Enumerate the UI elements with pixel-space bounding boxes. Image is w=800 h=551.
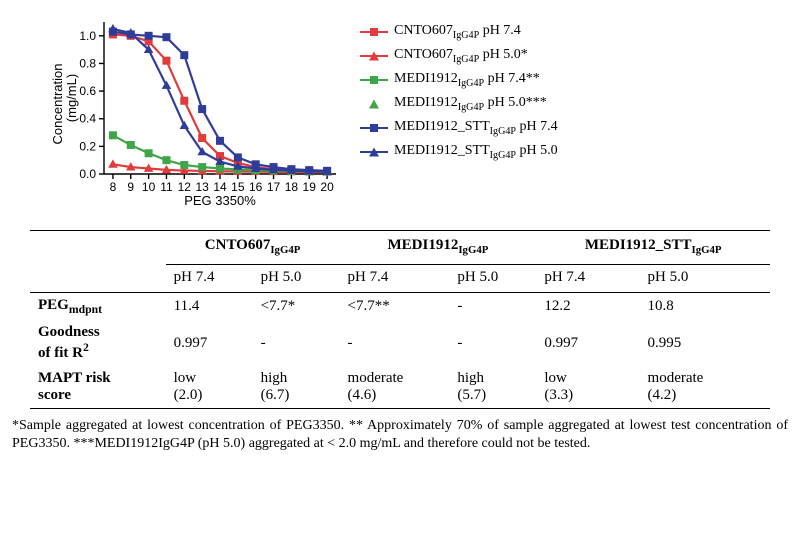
table-cell: high(6.7) <box>253 366 340 409</box>
col-sub-header: pH 7.4 <box>536 265 639 293</box>
legend-item: MEDI1912_STTIgG4P pH 5.0 <box>360 140 558 164</box>
table-row: Goodnessof fit R20.997---0.9970.995 <box>30 320 770 366</box>
svg-text:Concentration(mg/mL): Concentration(mg/mL) <box>52 64 79 145</box>
table-cell: 12.2 <box>536 293 639 321</box>
table-cell: low(2.0) <box>166 366 253 409</box>
col-sub-header: pH 7.4 <box>340 265 450 293</box>
svg-text:0.6: 0.6 <box>79 84 96 98</box>
table-row: MAPT riskscorelow(2.0)high(6.7)moderate(… <box>30 366 770 409</box>
table-cell: - <box>253 320 340 366</box>
table-cell: <7.7* <box>253 293 340 321</box>
table-cell: low(3.3) <box>536 366 639 409</box>
svg-text:13: 13 <box>195 180 209 194</box>
legend-label: MEDI1912_STTIgG4P pH 7.4 <box>394 116 558 140</box>
legend-label: MEDI1912IgG4P pH 7.4** <box>394 68 540 92</box>
legend-item: MEDI1912IgG4P pH 5.0*** <box>360 92 558 116</box>
svg-text:10: 10 <box>142 180 156 194</box>
col-sub-header: pH 7.4 <box>166 265 253 293</box>
col-group-header: MEDI1912IgG4P <box>340 231 537 265</box>
svg-text:0.2: 0.2 <box>79 139 96 153</box>
svg-text:12: 12 <box>178 180 192 194</box>
svg-text:0.8: 0.8 <box>79 56 96 70</box>
table-cell: moderate(4.6) <box>340 366 450 409</box>
table-cell: moderate(4.2) <box>640 366 770 409</box>
table-cell: - <box>340 320 450 366</box>
svg-text:0.4: 0.4 <box>79 112 96 126</box>
svg-text:0.0: 0.0 <box>79 167 96 181</box>
svg-text:17: 17 <box>267 180 281 194</box>
svg-text:20: 20 <box>320 180 334 194</box>
table-cell: 11.4 <box>166 293 253 321</box>
table-cell: - <box>449 293 536 321</box>
legend-item: CNTO607IgG4P pH 5.0* <box>360 44 558 68</box>
row-label: MAPT riskscore <box>30 366 166 409</box>
table-cell: <7.7** <box>340 293 450 321</box>
legend-label: CNTO607IgG4P pH 5.0* <box>394 44 528 68</box>
svg-text:PEG 3350%: PEG 3350% <box>184 193 256 207</box>
legend-item: MEDI1912IgG4P pH 7.4** <box>360 68 558 92</box>
svg-text:11: 11 <box>160 180 173 194</box>
svg-text:9: 9 <box>127 180 134 194</box>
table-cell: - <box>449 320 536 366</box>
col-sub-header: pH 5.0 <box>253 265 340 293</box>
table-cell: 10.8 <box>640 293 770 321</box>
col-group-header: MEDI1912_STTIgG4P <box>536 231 770 265</box>
legend-item: MEDI1912_STTIgG4P pH 7.4 <box>360 116 558 140</box>
svg-text:18: 18 <box>285 180 299 194</box>
table-cell: high(5.7) <box>449 366 536 409</box>
legend-label: CNTO607IgG4P pH 7.4 <box>394 20 521 44</box>
svg-text:16: 16 <box>249 180 263 194</box>
svg-text:14: 14 <box>213 180 227 194</box>
legend-item: CNTO607IgG4P pH 7.4 <box>360 20 558 44</box>
svg-text:8: 8 <box>110 180 117 194</box>
chart-legend: CNTO607IgG4P pH 7.4CNTO607IgG4P pH 5.0*M… <box>360 20 558 164</box>
svg-text:19: 19 <box>303 180 317 194</box>
svg-text:1.0: 1.0 <box>79 29 96 43</box>
col-sub-header: pH 5.0 <box>449 265 536 293</box>
results-table: CNTO607IgG4PMEDI1912IgG4PMEDI1912_STTIgG… <box>30 230 770 409</box>
chart-svg: 0.0 0.2 0.4 0.6 0.8 1.0 89 10 11 1213 14 15 16 17 18 19… <box>52 12 352 207</box>
row-label: Goodnessof fit R2 <box>30 320 166 366</box>
table-cell: 0.997 <box>536 320 639 366</box>
col-group-header: CNTO607IgG4P <box>166 231 340 265</box>
table-cell: 0.995 <box>640 320 770 366</box>
legend-label: MEDI1912_STTIgG4P pH 5.0 <box>394 140 558 164</box>
table-cell: 0.997 <box>166 320 253 366</box>
col-sub-header: pH 5.0 <box>640 265 770 293</box>
row-label: PEGmdpnt <box>30 293 166 321</box>
svg-text:15: 15 <box>231 180 245 194</box>
concentration-chart: 0.0 0.2 0.4 0.6 0.8 1.0 89 10 11 1213 14 15 16 17 18 19… <box>52 12 352 212</box>
legend-label: MEDI1912IgG4P pH 5.0*** <box>394 92 547 116</box>
footnote-text: *Sample aggregated at lowest concentrati… <box>12 417 788 453</box>
table-row: PEGmdpnt11.4<7.7*<7.7**-12.210.8 <box>30 293 770 321</box>
